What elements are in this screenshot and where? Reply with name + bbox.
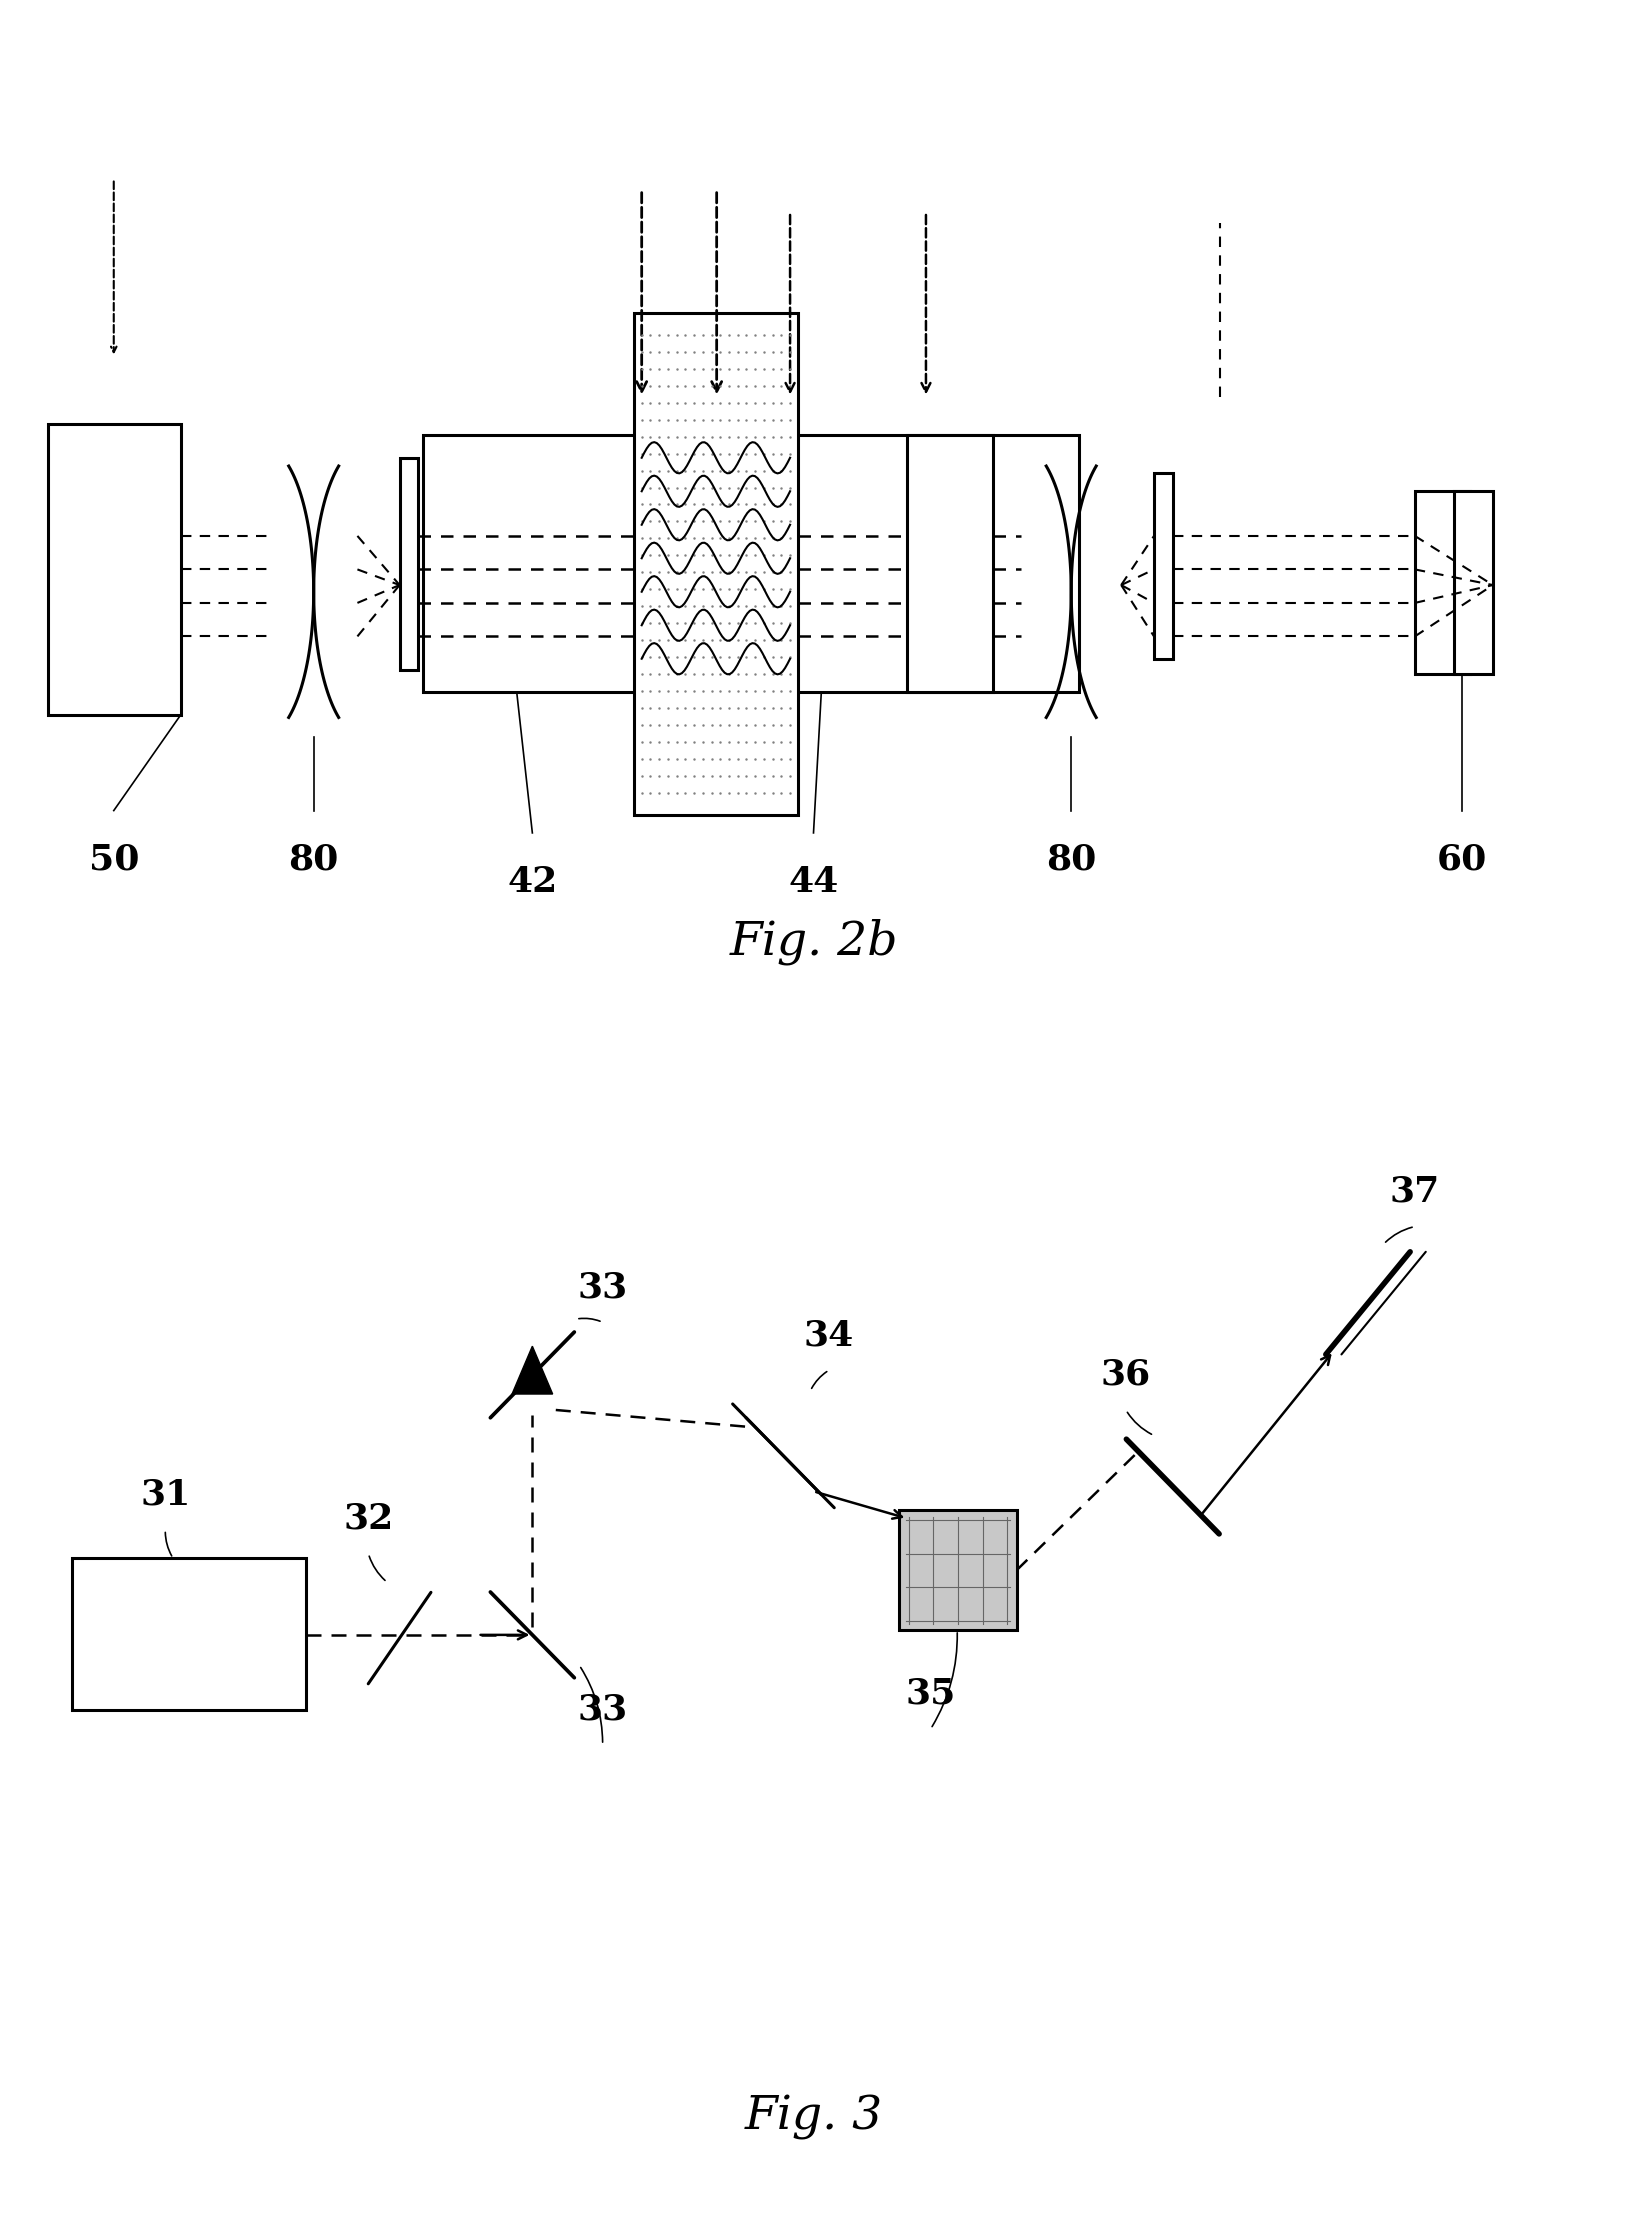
Text: Fig. 3: Fig. 3 [745,2095,882,2141]
Polygon shape [513,1346,553,1393]
Text: 80: 80 [288,842,338,878]
Bar [400,458,418,670]
Bar [72,1559,306,1710]
Text: Fig. 2b: Fig. 2b [729,918,898,965]
Text: 60: 60 [1437,842,1487,878]
Text: 37: 37 [1389,1175,1440,1208]
Text: 42: 42 [508,864,558,900]
Bar [1415,491,1469,674]
Text: 31: 31 [140,1478,190,1512]
Bar [1455,491,1494,674]
Bar [635,313,797,815]
Text: 80: 80 [1046,842,1097,878]
Text: 35: 35 [906,1677,955,1710]
Text: 50: 50 [88,842,138,878]
Text: 34: 34 [804,1317,854,1351]
Bar [49,424,181,715]
Text: 33: 33 [578,1271,628,1304]
Text: 36: 36 [1101,1358,1150,1391]
Bar [1154,473,1173,659]
Bar [900,1510,1017,1630]
Text: 32: 32 [343,1501,394,1536]
Text: 33: 33 [578,1693,628,1726]
Bar [908,435,992,692]
Text: 44: 44 [789,864,838,900]
Bar [423,435,1079,692]
